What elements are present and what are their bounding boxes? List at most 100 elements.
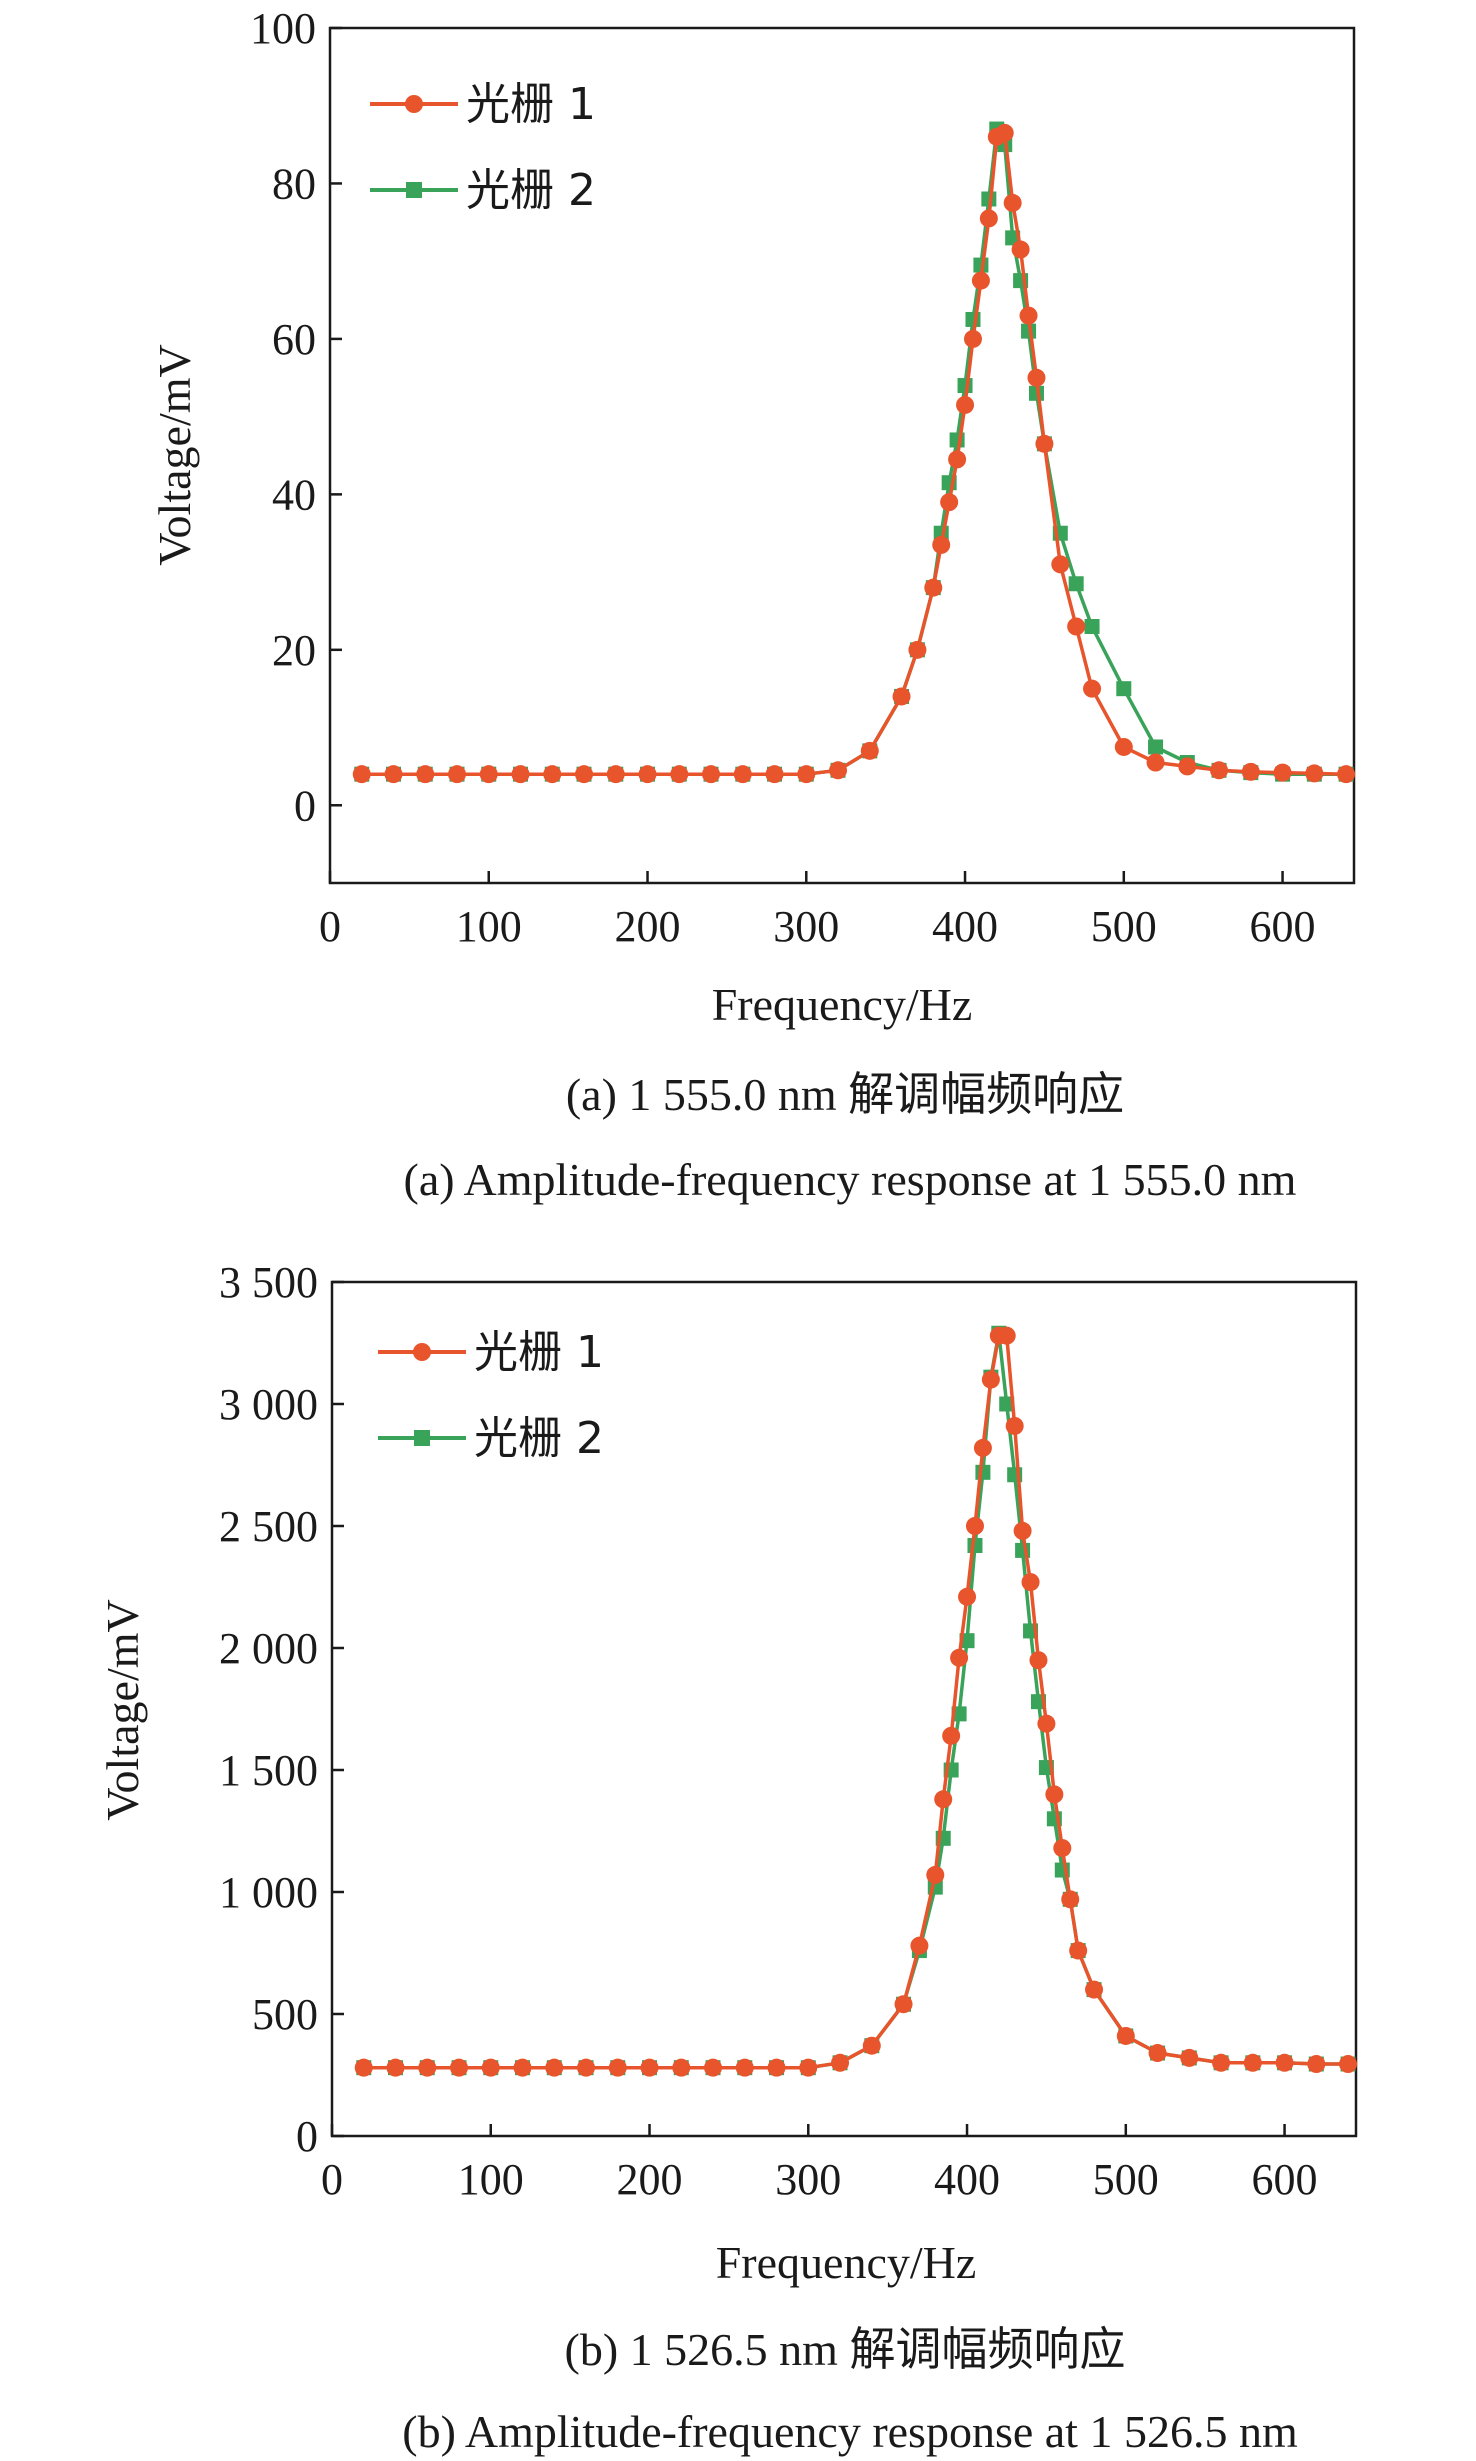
x-tick-label: 500 xyxy=(1091,902,1157,951)
legend-marker-grating-1-a xyxy=(405,95,423,113)
data-point xyxy=(910,1936,929,1955)
data-point xyxy=(1027,368,1046,387)
y-axis-ticks-a: 0 20 40 60 80 100 xyxy=(250,4,342,830)
legend-marker-grating-2-a xyxy=(406,182,422,198)
caption-en-b: (b) Amplitude-frequency response at 1 52… xyxy=(402,2406,1298,2457)
x-tick-label: 400 xyxy=(932,902,998,951)
data-point xyxy=(908,640,927,659)
caption-en-a: (a) Amplitude-frequency response at 1 55… xyxy=(404,1154,1297,1205)
data-point xyxy=(416,765,435,784)
x-tick-label: 300 xyxy=(773,902,839,951)
data-point xyxy=(1037,1714,1056,1733)
series-group-b xyxy=(354,1325,1358,2077)
data-point xyxy=(354,2058,373,2077)
data-point xyxy=(1337,765,1356,784)
series-1 xyxy=(354,1326,1358,2077)
series-1 xyxy=(352,123,1356,784)
data-point xyxy=(1067,617,1086,636)
data-point xyxy=(965,311,981,327)
data-point xyxy=(704,2058,723,2077)
x-tick-label: 300 xyxy=(775,2155,841,2204)
data-point xyxy=(1275,2053,1294,2072)
legend-label-grating-1-b: 光栅 1 xyxy=(474,1327,604,1378)
data-point xyxy=(932,535,951,554)
data-point xyxy=(1083,679,1102,698)
x-tick-label: 0 xyxy=(319,902,341,951)
y-tick-label: 20 xyxy=(272,626,316,675)
series-line xyxy=(361,131,1347,776)
data-point xyxy=(1084,619,1100,634)
caption-cn-a: (a) 1 555.0 nm 解调幅频响应 xyxy=(566,1069,1124,1120)
data-point xyxy=(1146,753,1165,772)
x-axis-title-b: Frequency/Hz xyxy=(716,2237,977,2288)
data-point xyxy=(767,2058,786,2077)
series-2 xyxy=(354,121,1354,782)
data-point xyxy=(1011,240,1030,259)
data-point xyxy=(1035,434,1054,453)
data-point xyxy=(352,765,371,784)
y-tick-label: 40 xyxy=(272,470,316,519)
data-point xyxy=(606,765,625,784)
x-axis-title-a: Frequency/Hz xyxy=(712,979,973,1030)
data-point xyxy=(1180,2048,1199,2067)
y-tick-label: 3 000 xyxy=(219,1380,318,1429)
data-point xyxy=(1021,1573,1040,1592)
legend-label-grating-1-a: 光栅 1 xyxy=(466,79,596,130)
data-point xyxy=(479,765,498,784)
data-point xyxy=(1305,764,1324,783)
data-point xyxy=(1051,555,1070,574)
data-point xyxy=(831,2053,850,2072)
data-point xyxy=(1053,1839,1072,1858)
data-point xyxy=(1212,2053,1231,2072)
data-point xyxy=(1061,1890,1080,1909)
data-point xyxy=(1114,737,1133,756)
data-point xyxy=(1210,761,1229,780)
data-point xyxy=(545,2058,564,2077)
data-point xyxy=(973,1438,992,1457)
data-point xyxy=(797,765,816,784)
data-point xyxy=(1116,681,1132,697)
data-point xyxy=(975,1464,991,1480)
data-point xyxy=(513,2058,532,2077)
data-point xyxy=(829,761,848,780)
x-tick-label: 200 xyxy=(615,902,681,951)
legend-a: 光栅 1 光栅 2 xyxy=(370,79,596,216)
y-tick-label: 2 000 xyxy=(219,1624,318,1673)
y-tick-label: 0 xyxy=(296,2112,318,2161)
legend-label-grating-2-a: 光栅 2 xyxy=(466,165,596,216)
plot-frame-a xyxy=(328,26,1356,885)
data-point xyxy=(384,765,403,784)
data-point xyxy=(1148,2044,1167,2063)
data-point xyxy=(981,1370,1000,1389)
x-tick-label: 600 xyxy=(1250,902,1316,951)
y-tick-label: 60 xyxy=(272,315,316,364)
data-point xyxy=(1029,1651,1048,1670)
y-tick-label: 2 500 xyxy=(219,1502,318,1551)
data-point xyxy=(543,765,562,784)
caption-cn-b: (b) 1 526.5 nm 解调幅频响应 xyxy=(565,2324,1126,2375)
data-point xyxy=(979,209,998,228)
data-point xyxy=(1045,1785,1064,1804)
data-point xyxy=(418,2058,437,2077)
data-point xyxy=(892,687,911,706)
data-point xyxy=(765,765,784,784)
data-point xyxy=(995,123,1014,142)
data-point xyxy=(942,1726,961,1745)
data-point xyxy=(481,2058,500,2077)
data-point xyxy=(1339,2055,1358,2074)
data-point xyxy=(924,578,943,597)
data-point xyxy=(511,765,530,784)
data-point xyxy=(1003,193,1022,212)
data-point xyxy=(926,1865,945,1884)
data-point xyxy=(799,2058,818,2077)
data-point xyxy=(1307,2055,1326,2074)
y-axis-ticks-b: 0 500 1 000 1 500 2 000 2 500 3 000 3 500 xyxy=(219,1258,344,2161)
plot-frame-b xyxy=(330,1280,1358,2138)
data-point xyxy=(1005,1416,1024,1435)
data-point xyxy=(1178,757,1197,776)
y-tick-label: 100 xyxy=(250,4,316,53)
data-point xyxy=(386,2058,405,2077)
data-point xyxy=(1013,1521,1032,1540)
data-point xyxy=(702,765,721,784)
